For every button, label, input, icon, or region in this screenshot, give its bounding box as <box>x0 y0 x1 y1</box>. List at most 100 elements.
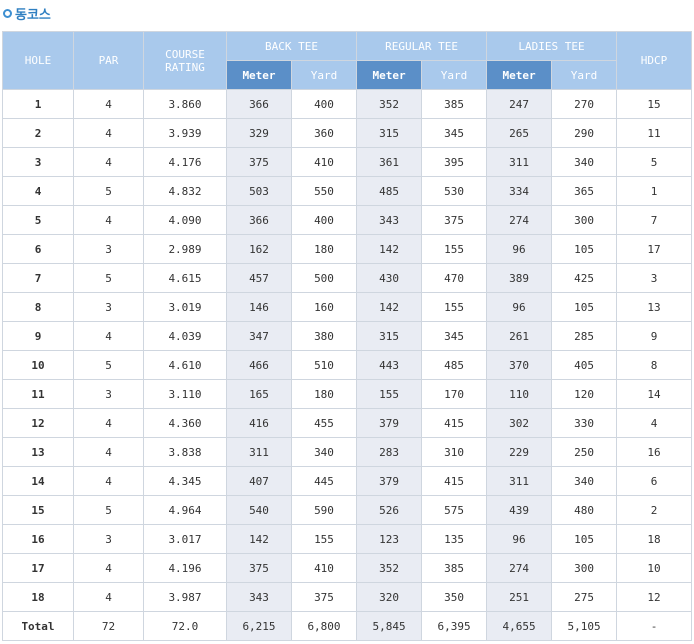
cell-ladies-meter: 334 <box>486 176 553 206</box>
cell-regular-yard: 485 <box>421 350 488 380</box>
cell-hdcp: 3 <box>616 263 693 293</box>
cell-course-rating: 3.838 <box>143 437 227 467</box>
cell-par: 5 <box>73 263 144 293</box>
section-title-text: 동코스 <box>15 7 51 23</box>
cell-regular-yard: 395 <box>421 147 488 177</box>
cell-back-meter: 6,215 <box>226 611 292 641</box>
cell-regular-yard: 6,395 <box>421 611 488 641</box>
cell-par: 4 <box>73 466 144 496</box>
cell-course-rating: 4.176 <box>143 147 227 177</box>
cell-ladies-yard: 405 <box>551 350 618 380</box>
cell-ladies-yard: 250 <box>551 437 618 467</box>
cell-regular-meter: 379 <box>356 466 423 496</box>
header-back-meter: Meter <box>226 60 292 90</box>
cell-ladies-meter: 311 <box>486 466 553 496</box>
cell-ladies-meter: 370 <box>486 350 553 380</box>
cell-back-yard: 410 <box>290 553 358 583</box>
cell-ladies-yard: 285 <box>551 321 618 351</box>
cell-hdcp: 18 <box>616 524 693 554</box>
cell-back-yard: 160 <box>290 292 358 322</box>
cell-par: 3 <box>73 234 144 264</box>
cell-hdcp: 17 <box>616 234 693 264</box>
cell-par: 5 <box>73 495 144 525</box>
cell-back-yard: 155 <box>290 524 358 554</box>
cell-course-rating: 4.832 <box>143 176 227 206</box>
table-row: 15 5 4.964 540 590 526 575 439 480 2 <box>2 495 693 525</box>
cell-regular-meter: 315 <box>356 321 423 351</box>
table-row: 8 3 3.019 146 160 142 155 96 105 13 <box>2 292 693 322</box>
cell-regular-meter: 526 <box>356 495 423 525</box>
cell-regular-yard: 470 <box>421 263 488 293</box>
cell-back-yard: 6,800 <box>290 611 358 641</box>
table-row: 14 4 4.345 407 445 379 415 311 340 6 <box>2 466 693 496</box>
cell-back-meter: 466 <box>226 350 292 380</box>
cell-ladies-yard: 120 <box>551 379 618 409</box>
cell-hdcp: 8 <box>616 350 693 380</box>
cell-hole: 5 <box>2 205 74 235</box>
cell-hdcp: 13 <box>616 292 693 322</box>
cell-course-rating: 3.987 <box>143 582 227 612</box>
cell-ladies-meter: 96 <box>486 234 553 264</box>
cell-ladies-meter: 274 <box>486 205 553 235</box>
cell-par: 3 <box>73 524 144 554</box>
cell-regular-meter: 485 <box>356 176 423 206</box>
cell-ladies-yard: 290 <box>551 118 618 148</box>
cell-regular-meter: 379 <box>356 408 423 438</box>
cell-regular-yard: 170 <box>421 379 488 409</box>
cell-back-meter: 366 <box>226 205 292 235</box>
table-row: 18 4 3.987 343 375 320 350 251 275 12 <box>2 582 693 612</box>
table-row: 17 4 4.196 375 410 352 385 274 300 10 <box>2 553 693 583</box>
table-row: 16 3 3.017 142 155 123 135 96 105 18 <box>2 524 693 554</box>
cell-par: 3 <box>73 292 144 322</box>
cell-hdcp: 7 <box>616 205 693 235</box>
cell-regular-meter: 142 <box>356 234 423 264</box>
cell-hole: 1 <box>2 89 74 119</box>
cell-regular-meter: 142 <box>356 292 423 322</box>
cell-ladies-yard: 340 <box>551 466 618 496</box>
cell-par: 5 <box>73 176 144 206</box>
cell-par: 4 <box>73 437 144 467</box>
cell-ladies-yard: 340 <box>551 147 618 177</box>
cell-course-rating: 3.017 <box>143 524 227 554</box>
table-row: 3 4 4.176 375 410 361 395 311 340 5 <box>2 147 693 177</box>
cell-hole: 9 <box>2 321 74 351</box>
cell-regular-meter: 5,845 <box>356 611 423 641</box>
cell-par: 4 <box>73 408 144 438</box>
cell-back-meter: 347 <box>226 321 292 351</box>
cell-back-meter: 416 <box>226 408 292 438</box>
cell-back-yard: 340 <box>290 437 358 467</box>
cell-back-meter: 457 <box>226 263 292 293</box>
cell-course-rating: 4.360 <box>143 408 227 438</box>
cell-regular-meter: 283 <box>356 437 423 467</box>
cell-back-meter: 407 <box>226 466 292 496</box>
cell-par: 4 <box>73 118 144 148</box>
cell-hole: 13 <box>2 437 74 467</box>
cell-par: 4 <box>73 553 144 583</box>
cell-hdcp: 10 <box>616 553 693 583</box>
header-ladies-meter: Meter <box>486 60 553 90</box>
table-row: 10 5 4.610 466 510 443 485 370 405 8 <box>2 350 693 380</box>
cell-hdcp: 11 <box>616 118 693 148</box>
circle-bullet-icon <box>3 8 12 18</box>
header-par: PAR <box>73 31 144 90</box>
cell-back-yard: 360 <box>290 118 358 148</box>
cell-ladies-meter: 311 <box>486 147 553 177</box>
header-regular-meter: Meter <box>356 60 423 90</box>
cell-back-yard: 590 <box>290 495 358 525</box>
cell-back-meter: 375 <box>226 553 292 583</box>
cell-back-yard: 375 <box>290 582 358 612</box>
cell-course-rating: 4.615 <box>143 263 227 293</box>
cell-back-yard: 455 <box>290 408 358 438</box>
cell-ladies-meter: 96 <box>486 524 553 554</box>
cell-par: 4 <box>73 582 144 612</box>
cell-hole: 11 <box>2 379 74 409</box>
cell-course-rating: 72.0 <box>143 611 227 641</box>
cell-ladies-meter: 229 <box>486 437 553 467</box>
cell-hole: 2 <box>2 118 74 148</box>
cell-back-meter: 366 <box>226 89 292 119</box>
cell-par: 72 <box>73 611 144 641</box>
cell-regular-meter: 352 <box>356 553 423 583</box>
header-hole: HOLE <box>2 31 74 90</box>
cell-ladies-meter: 439 <box>486 495 553 525</box>
cell-back-yard: 400 <box>290 205 358 235</box>
